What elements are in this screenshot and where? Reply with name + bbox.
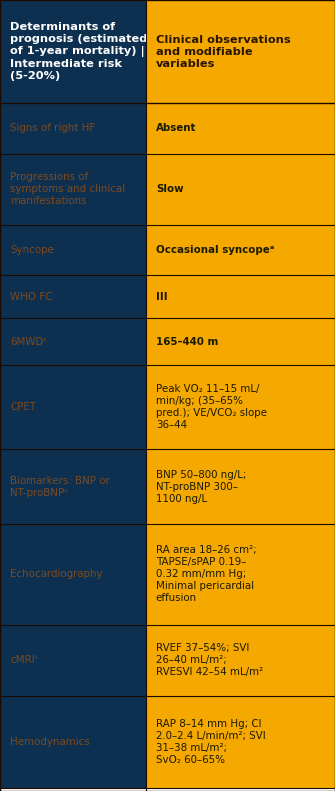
Text: Syncope: Syncope — [10, 244, 54, 255]
Bar — [146, 318, 335, 365]
Bar — [146, 104, 335, 153]
Text: 6MWDᶜ: 6MWDᶜ — [10, 337, 47, 346]
Text: Peak VO₂ 11–15 mL/
min/kg; (35–65%
pred.); VE/VCO₂ slope
36–44: Peak VO₂ 11–15 mL/ min/kg; (35–65% pred.… — [156, 384, 267, 430]
Bar — [146, 524, 335, 625]
Bar — [146, 274, 335, 318]
Text: Echocardiography: Echocardiography — [10, 570, 103, 580]
Bar — [0, 274, 146, 318]
Bar — [0, 0, 146, 104]
Text: CPET: CPET — [10, 402, 36, 412]
Bar — [0, 365, 146, 449]
Bar — [146, 695, 335, 788]
Bar — [146, 225, 335, 274]
Text: III: III — [156, 292, 168, 301]
Text: Slow: Slow — [156, 184, 183, 194]
Text: Determinants of
prognosis (estimated
of 1-year mortality) |
Intermediate risk
(5: Determinants of prognosis (estimated of … — [10, 22, 147, 81]
Bar — [0, 695, 146, 788]
Text: 165–440 m: 165–440 m — [156, 337, 218, 346]
Text: Absent: Absent — [156, 123, 196, 134]
Bar — [0, 625, 146, 695]
Bar — [146, 153, 335, 225]
Text: RAP 8–14 mm Hg; CI
2.0–2.4 L/min/m²; SVI
31–38 mL/m²;
SvO₂ 60–65%: RAP 8–14 mm Hg; CI 2.0–2.4 L/min/m²; SVI… — [156, 719, 266, 765]
Text: RA area 18–26 cm²;
TAPSE/sPAP 0.19–
0.32 mm/mm Hg;
Minimal pericardial
effusion: RA area 18–26 cm²; TAPSE/sPAP 0.19– 0.32… — [156, 546, 256, 604]
Bar — [0, 449, 146, 524]
Text: Clinical observations
and modifiable
variables: Clinical observations and modifiable var… — [156, 35, 290, 69]
Bar — [0, 104, 146, 153]
Text: RVEF 37–54%; SVI
26–40 mL/m²;
RVESVI 42–54 mL/m²: RVEF 37–54%; SVI 26–40 mL/m²; RVESVI 42–… — [156, 643, 263, 677]
Text: Hemodynamics: Hemodynamics — [10, 736, 90, 747]
Text: WHO FC: WHO FC — [10, 292, 52, 301]
Bar — [146, 365, 335, 449]
Text: Signs of right HF: Signs of right HF — [10, 123, 95, 134]
Text: Occasional syncopeᵃ: Occasional syncopeᵃ — [156, 244, 274, 255]
Bar — [146, 625, 335, 695]
Text: Biomarkers: BNP or
NT-proBNPᶜ: Biomarkers: BNP or NT-proBNPᶜ — [10, 476, 110, 498]
Bar — [0, 524, 146, 625]
Bar — [146, 449, 335, 524]
Bar — [0, 153, 146, 225]
Text: BNP 50–800 ng/L;
NT-proBNP 300–
1100 ng/L: BNP 50–800 ng/L; NT-proBNP 300– 1100 ng/… — [156, 470, 246, 504]
Bar — [0, 318, 146, 365]
Bar — [0, 225, 146, 274]
Bar — [146, 0, 335, 104]
Text: cMRIᶜ: cMRIᶜ — [10, 655, 39, 665]
Text: Progressions of
symptoms and clinical
manifestations: Progressions of symptoms and clinical ma… — [10, 172, 125, 206]
